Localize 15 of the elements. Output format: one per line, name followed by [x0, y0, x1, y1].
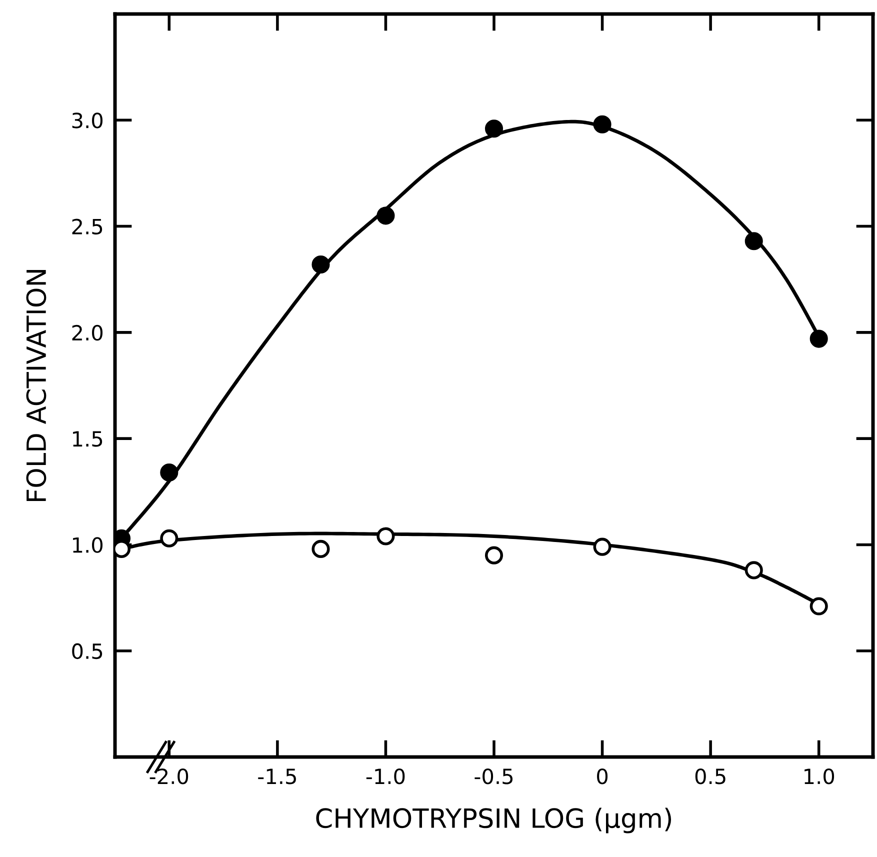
y-tick-label: 2.5 — [72, 218, 102, 234]
y-tick-label: 1.0 — [73, 537, 103, 553]
y-axis-title: FOLD ACTIVATION — [26, 270, 46, 501]
x-tick-label: -0.5 — [474, 768, 513, 784]
y-tick-label: 3.0 — [72, 112, 103, 128]
x-tick-label: 0.5 — [695, 768, 726, 784]
x-tick-label: 1.0 — [804, 768, 834, 784]
x-tick-label: 0 — [597, 768, 608, 784]
y-tick-label: 1.5 — [73, 431, 102, 447]
x-tick-label: -2.0 — [150, 768, 188, 784]
y-tick-label: 2.0 — [72, 324, 103, 341]
y-tick-label: 0.5 — [72, 643, 102, 660]
x-tick-label: -1.0 — [366, 768, 405, 784]
x-tick-label: -1.5 — [258, 768, 296, 784]
x-axis-title: CHYMOTRYPSIN LOG (μgm) — [316, 808, 672, 834]
